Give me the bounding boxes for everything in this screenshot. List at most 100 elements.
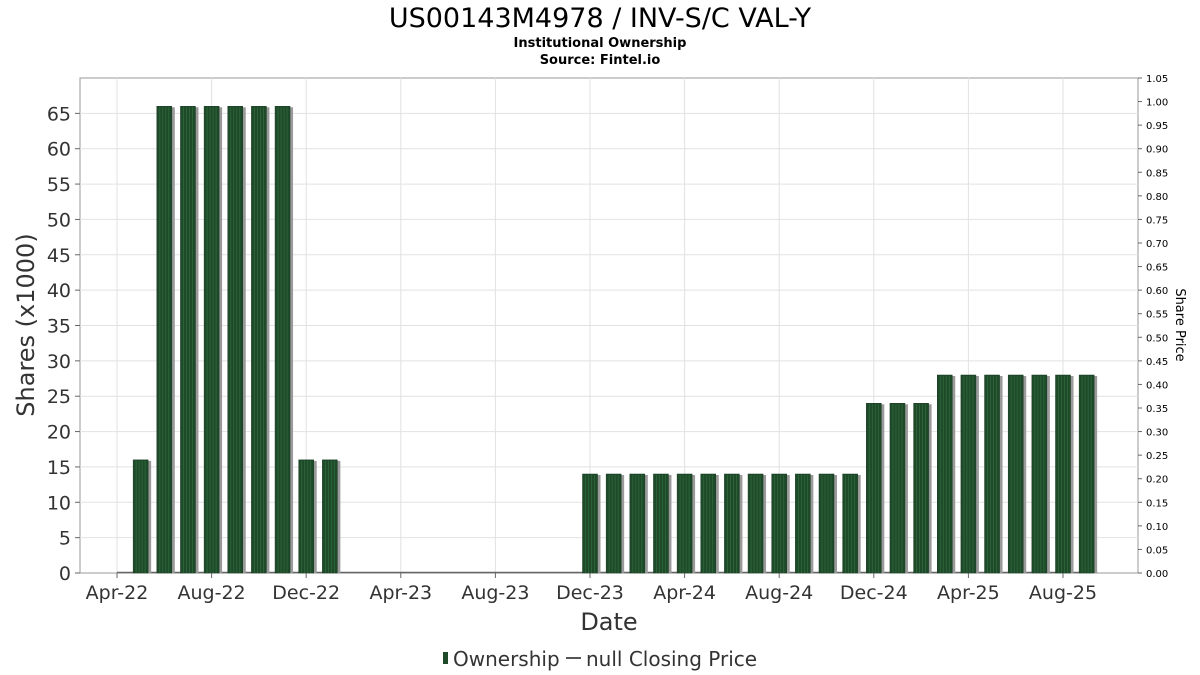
bar xyxy=(818,473,837,574)
bar xyxy=(180,106,199,574)
x-tick-label: Dec-23 xyxy=(556,582,624,604)
y-tick-label: 50 xyxy=(47,209,71,231)
y-tick-label: 25 xyxy=(47,386,71,408)
bar xyxy=(889,403,908,574)
right-tick-label: 0.50 xyxy=(1146,333,1168,344)
right-tick-label: 0.20 xyxy=(1146,475,1168,486)
legend-ownership-label: Ownership xyxy=(453,647,560,671)
y-tick-label: 45 xyxy=(47,245,71,267)
bar xyxy=(274,106,294,574)
right-tick-label: 0.10 xyxy=(1146,522,1168,533)
x-tick-label: Aug-24 xyxy=(745,582,813,604)
right-tick-label: 0.95 xyxy=(1146,121,1168,132)
x-tick-label: Apr-25 xyxy=(937,582,1000,604)
bar xyxy=(866,403,885,574)
x-tick-label: Dec-24 xyxy=(840,582,908,604)
bar-fill xyxy=(1031,374,1048,574)
y-tick-label: 35 xyxy=(47,316,71,338)
bar xyxy=(605,473,625,574)
bar xyxy=(771,473,790,574)
y-tick-label: 10 xyxy=(47,492,71,514)
bar-fill xyxy=(724,473,740,574)
right-tick-label: 0.30 xyxy=(1146,428,1168,439)
bar-fill xyxy=(1078,374,1095,574)
bar xyxy=(724,473,743,574)
bar xyxy=(227,106,246,574)
bar-fill xyxy=(322,459,338,574)
bar-fill xyxy=(984,374,1000,574)
bar xyxy=(700,473,719,574)
bar xyxy=(1007,374,1027,574)
right-tick-label: 0.70 xyxy=(1146,239,1168,250)
right-tick-label: 0.55 xyxy=(1146,310,1168,321)
bar-fill xyxy=(653,473,669,574)
legend-price-label: null Closing Price xyxy=(586,647,757,671)
y-tick-label: 40 xyxy=(47,280,71,302)
bar xyxy=(747,473,767,574)
bar xyxy=(203,106,223,574)
bar xyxy=(937,374,956,574)
right-tick-label: 0.90 xyxy=(1146,145,1168,156)
y-axis-label: Shares (x1000) xyxy=(12,233,40,416)
bar-fill xyxy=(913,403,929,574)
y-tick-label: 30 xyxy=(47,351,71,373)
bar xyxy=(322,459,341,574)
bar xyxy=(582,473,601,574)
x-tick-label: Aug-25 xyxy=(1029,582,1097,604)
right-tick-label: 0.25 xyxy=(1146,451,1168,462)
y-axis-ticks: 0 5 10 15 20 25 30 35 40 45 50 55 60 65 xyxy=(47,103,80,585)
bar xyxy=(156,106,175,574)
bar-fill xyxy=(700,473,716,574)
bar xyxy=(629,473,648,574)
bar-fill xyxy=(842,473,858,574)
right-tick-label: 1.05 xyxy=(1146,74,1168,85)
bar xyxy=(676,473,696,574)
right-tick-label: 0.40 xyxy=(1146,380,1168,391)
bar-fill xyxy=(937,374,953,574)
y-tick-label: 55 xyxy=(47,174,71,196)
right-tick-label: 0.80 xyxy=(1146,192,1168,203)
bar-fill xyxy=(818,473,835,574)
y-tick-label: 65 xyxy=(47,103,71,125)
bar-fill xyxy=(629,473,646,574)
bar-fill xyxy=(156,106,173,574)
legend-ownership-swatch xyxy=(443,652,448,664)
bar-fill xyxy=(582,473,598,574)
y-tick-label: 15 xyxy=(47,457,71,479)
x-tick-label: Aug-23 xyxy=(461,582,529,604)
chart-subtitle: Institutional Ownership xyxy=(514,36,687,51)
x-tick-label: Aug-22 xyxy=(178,582,246,604)
x-axis-ticks: Apr-22 Aug-22 Dec-22 Apr-23 Aug-23 Dec-23 Apr-… xyxy=(86,573,1097,604)
bar xyxy=(913,403,932,574)
bar-fill xyxy=(771,473,787,574)
y-tick-label: 0 xyxy=(59,563,71,585)
bar xyxy=(132,459,152,574)
x-tick-label: Apr-22 xyxy=(86,582,149,604)
right-tick-label: 1.00 xyxy=(1146,98,1168,109)
bar xyxy=(960,374,979,574)
bar-fill xyxy=(960,374,977,574)
bar-fill xyxy=(227,106,243,574)
bar-fill xyxy=(676,473,693,574)
right-axis-label: Share Price xyxy=(1172,288,1187,361)
bar xyxy=(842,473,861,574)
right-tick-label: 0.85 xyxy=(1146,168,1168,179)
right-tick-label: 0.65 xyxy=(1146,263,1168,274)
x-tick-label: Dec-22 xyxy=(272,582,340,604)
right-tick-label: 0.60 xyxy=(1146,286,1168,297)
y-tick-label: 20 xyxy=(47,422,71,444)
bar xyxy=(1055,374,1074,574)
x-tick-label: Apr-23 xyxy=(369,582,432,604)
x-tick-label: Apr-24 xyxy=(653,582,716,604)
right-tick-label: 0.45 xyxy=(1146,357,1168,368)
bar xyxy=(251,106,270,574)
bar-fill xyxy=(889,403,906,574)
chart-title: US00143M4978 / INV-S/C VAL-Y xyxy=(389,3,812,34)
bars-group xyxy=(132,106,1098,574)
bar-fill xyxy=(747,473,764,574)
bar xyxy=(984,374,1003,574)
bar-fill xyxy=(298,459,314,574)
bar xyxy=(298,459,317,574)
bar xyxy=(1031,374,1050,574)
